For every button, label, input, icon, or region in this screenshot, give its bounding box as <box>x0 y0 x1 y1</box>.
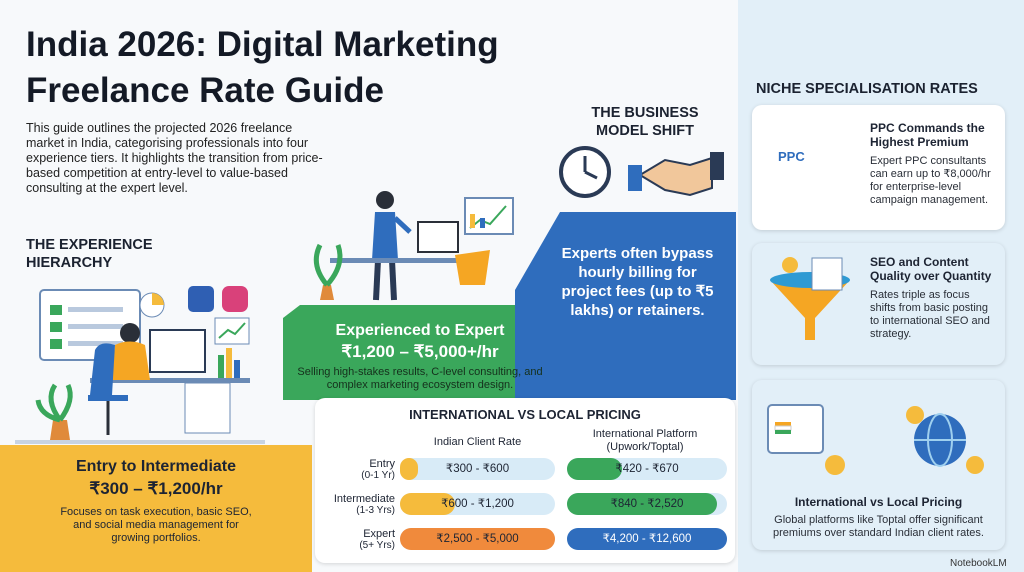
card-title: International vs Local Pricing <box>794 495 963 509</box>
desk-scene <box>15 286 265 444</box>
row-years: (0-1 Yr) <box>361 470 395 481</box>
expert-block <box>283 305 560 400</box>
niche-card: PPC PPC Commands the Highest Premium Exp… <box>752 105 1005 230</box>
pill-fill <box>400 528 555 550</box>
icon-label: PPC <box>778 149 805 164</box>
tier-text: Selling high-stakes results, C-level con… <box>297 366 543 391</box>
international-rate: ₹4,200 - ₹12,600 <box>602 533 692 545</box>
column-header: International Platform (Upwork/Toptal) <box>592 428 698 453</box>
card-text: Rates triple as focus shifts from basic … <box>870 289 990 340</box>
row-years: (5+ Yrs) <box>359 540 395 551</box>
international-rate: ₹420 - ₹670 <box>615 463 679 475</box>
card-text: Expert PPC consultants can earn up to ₹8… <box>870 155 991 206</box>
row-years: (1-3 Yrs) <box>356 505 395 516</box>
business-heading: THE BUSINESS MODEL SHIFT <box>591 105 699 139</box>
niche-card: SEO and Content Quality over Quantity Ra… <box>752 243 1005 365</box>
tier-text: Focuses on task execution, basic SEO, an… <box>60 506 252 544</box>
pill-fill <box>400 458 418 480</box>
pill-track <box>400 458 555 480</box>
pill-fill <box>567 493 717 515</box>
row-level: Expert <box>363 528 395 540</box>
international-rate: ₹840 - ₹2,520 <box>610 498 684 510</box>
pill-fill <box>400 493 455 515</box>
row-level: Entry <box>369 458 395 470</box>
entry-block <box>0 445 312 572</box>
niche-card: International vs Local Pricing Global pl… <box>752 380 1005 550</box>
pill-fill <box>567 528 727 550</box>
pricing-title: INTERNATIONAL VS LOCAL PRICING <box>409 407 641 422</box>
expert-tier: Experienced to Expert ₹1,200 – ₹5,000+/h… <box>290 322 550 392</box>
indian-rate: ₹600 - ₹1,200 <box>441 498 514 510</box>
title-line: India 2026: Digital Marketing <box>26 25 499 64</box>
title-line: Freelance Rate Guide <box>26 71 384 110</box>
hierarchy-heading: THE EXPERIENCE HIERARCHY <box>26 237 153 271</box>
tier-name: Experienced to Expert <box>335 322 505 339</box>
office-scene <box>313 191 514 301</box>
entry-tier: Entry to Intermediate ₹300 – ₹1,200/hr F… <box>0 458 312 545</box>
card-title: PPC Commands the Highest Premium <box>870 121 985 149</box>
card-text: Global platforms like Toptal offer signi… <box>773 514 984 539</box>
model-shift-icons <box>559 146 724 198</box>
tier-rate: ₹1,200 – ₹5,000+/hr <box>341 342 499 361</box>
indian-rate: ₹300 - ₹600 <box>445 463 510 475</box>
niche-heading: NICHE SPECIALISATION RATES <box>756 81 978 97</box>
intro: This guide outlines the projected 2026 f… <box>26 121 323 195</box>
tier-name: Entry to Intermediate <box>75 458 237 475</box>
tier-rate: ₹300 – ₹1,200/hr <box>89 479 223 498</box>
business-block <box>515 212 736 400</box>
pricing-card: INTERNATIONAL VS LOCAL PRICING Indian Cl… <box>315 398 735 563</box>
row-level: Intermediate <box>333 493 395 505</box>
card-title: SEO and Content Quality over Quantity <box>870 255 992 283</box>
indian-rate: ₹2,500 - ₹5,000 <box>436 533 519 545</box>
brand: NotebookLM <box>950 558 1007 569</box>
business-text: Experts often bypass hourly billing for … <box>561 245 714 319</box>
column-header: Indian Client Rate <box>433 436 522 448</box>
pill-fill <box>567 458 622 480</box>
